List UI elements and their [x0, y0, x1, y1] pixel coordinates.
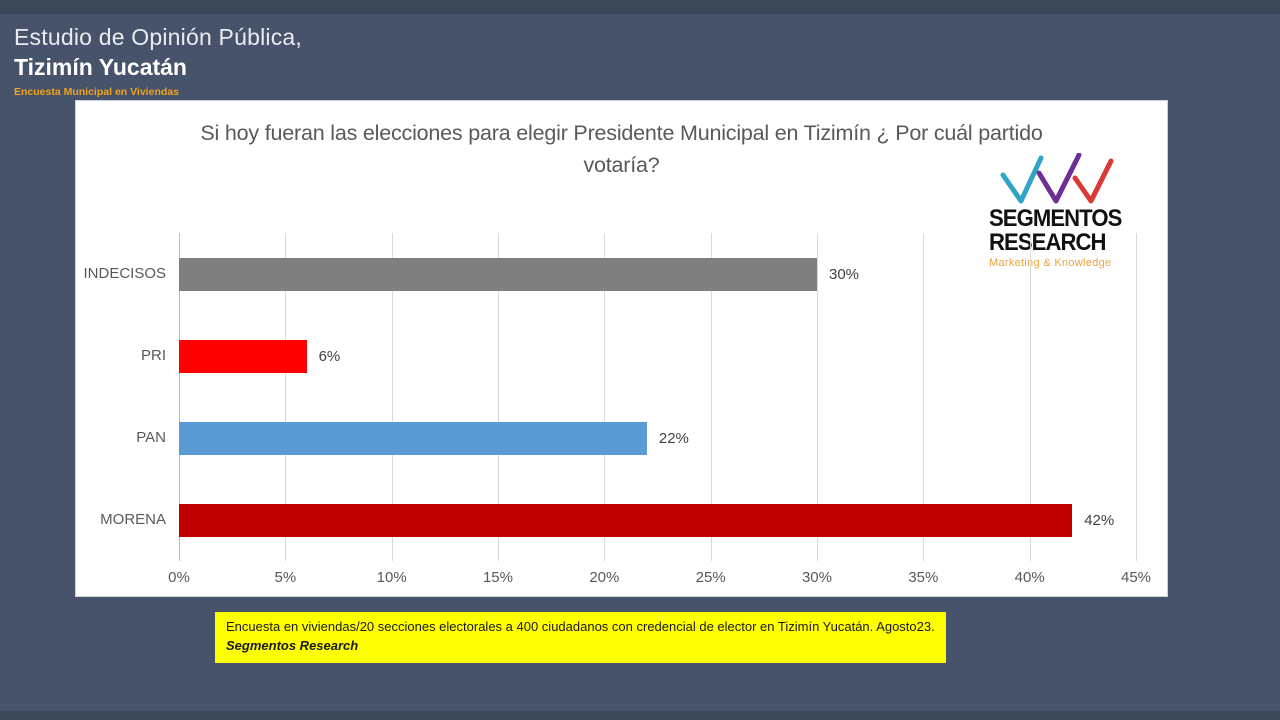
chart-panel: Si hoy fueran las elecciones para elegir…	[75, 100, 1168, 597]
checkmarks-icon	[1000, 153, 1114, 204]
x-tick-label: 40%	[1014, 569, 1045, 586]
value-label: 30%	[828, 265, 860, 283]
category-label: MORENA	[100, 511, 166, 528]
header-subtitle: Encuesta Municipal en Viviendas	[14, 86, 179, 98]
gridline	[816, 233, 818, 561]
top-band	[0, 0, 1280, 14]
gridline	[497, 233, 499, 561]
gridline	[179, 233, 180, 561]
value-label: 6%	[318, 347, 341, 365]
x-tick-label: 15%	[482, 569, 513, 586]
note-line2: Segmentos Research	[226, 637, 359, 653]
slide-header: Estudio de Opinión Pública, Tizimín Yuca…	[14, 24, 302, 98]
note-line1: Encuesta en viviendas/20 secciones elect…	[226, 619, 935, 634]
x-tick-label: 25%	[695, 569, 726, 586]
bar-indecisos	[179, 257, 817, 291]
methodology-note: Encuesta en viviendas/20 secciones elect…	[215, 612, 946, 663]
x-tick-label: 5%	[274, 569, 297, 586]
logo-name-line1: SEGMENTOS	[989, 205, 1122, 232]
x-tick-label: 20%	[589, 569, 620, 586]
value-label: 22%	[658, 429, 689, 447]
x-tick-label: 35%	[908, 569, 939, 586]
gridline	[604, 233, 606, 561]
logo-tagline: Marketing & Knowledge	[989, 257, 1112, 270]
gridline	[285, 233, 287, 561]
bar-pan	[179, 421, 647, 455]
gridline	[391, 233, 393, 561]
header-line2: Tizimín Yucatán	[14, 54, 187, 80]
gridline	[710, 233, 712, 561]
category-label: PRI	[140, 347, 166, 364]
logo-name-line2: RESEARCH	[989, 228, 1106, 256]
gridline	[923, 233, 925, 561]
x-axis: 0% 5% 10% 15% 20% 25% 30% 35% 40% 45%	[168, 569, 1151, 589]
bar-pri	[179, 339, 307, 373]
x-tick-label: 0%	[168, 569, 190, 586]
x-tick-label: 45%	[1120, 569, 1152, 586]
chart-title: Si hoy fueran las elecciones para elegir…	[200, 121, 1043, 178]
plot-area: 30% 6% 22% 42%	[179, 233, 1137, 561]
gridline	[1136, 233, 1137, 561]
x-tick-label: 30%	[801, 569, 832, 586]
category-axis: INDECISOS PRI PAN MORENA	[76, 233, 172, 561]
category-label: INDECISOS	[83, 265, 166, 282]
x-tick-label: 10%	[376, 569, 407, 586]
category-label: PAN	[136, 429, 166, 446]
header-line1: Estudio de Opinión Pública,	[14, 24, 302, 50]
gridline	[1029, 233, 1031, 561]
bottom-band	[0, 711, 1280, 720]
segmentos-research-logo: SEGMENTOS RESEARCH Marketing & Knowledge	[989, 153, 1129, 269]
bar-morena	[179, 503, 1073, 537]
value-label: 42%	[1084, 511, 1115, 529]
